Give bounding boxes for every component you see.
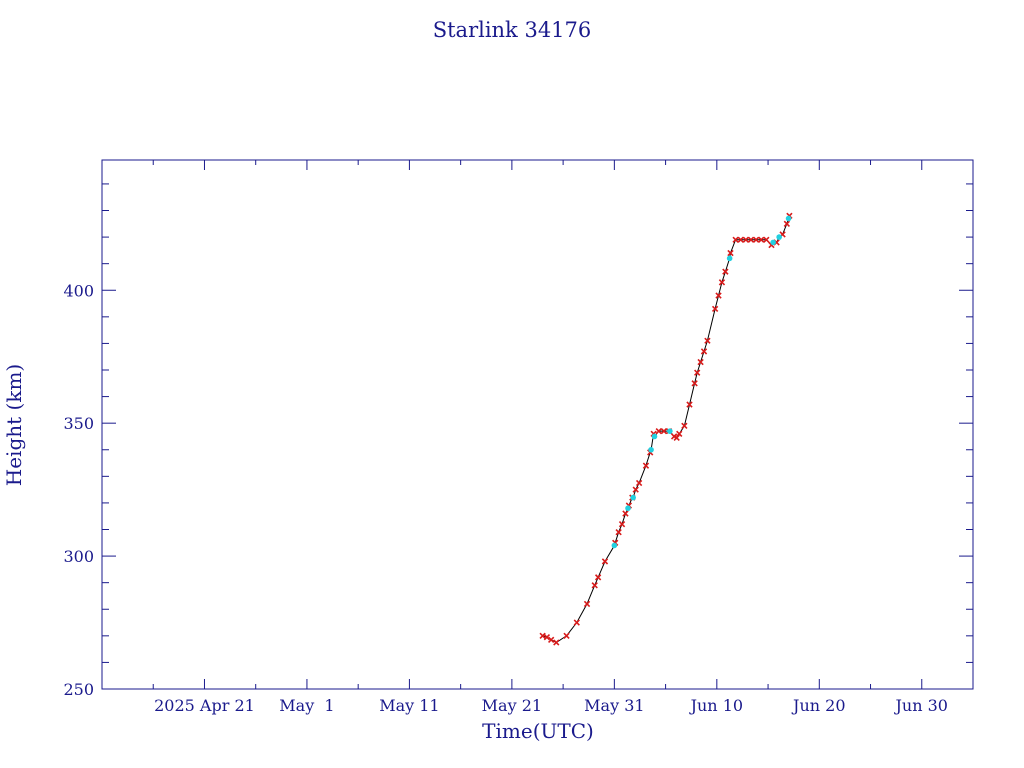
x-tick-label: May 1 [279,696,334,715]
data-point-dot [785,215,792,222]
data-point-x [691,380,698,387]
data-point-x [704,337,711,344]
data-point-x [642,462,650,469]
data-point-x [758,236,765,243]
data-point-x [727,249,734,257]
data-point-x [697,358,704,366]
data-point-x [676,430,683,437]
x-tick-label: Jun 10 [689,696,743,715]
data-point-dot [648,446,654,453]
y-tick-label: 300 [63,547,94,566]
x-tick-label: May 21 [482,696,542,715]
data-point-x [737,236,744,243]
data-point-x [553,639,560,646]
data-point-x [618,521,626,528]
data-point-dot [625,505,631,512]
data-point-x [615,528,622,536]
data-point-x [660,427,668,435]
plot-frame [101,159,974,690]
data-point-x [700,348,708,355]
y-tick-label: 350 [63,414,94,433]
data-point-x [752,236,760,243]
data-point-x [673,434,680,441]
data-point-x [763,236,770,243]
data-point-dot [651,433,658,440]
data-point-x [635,479,643,487]
y-tick-label: 250 [63,680,94,699]
data-point-x [563,632,570,639]
data-point-x [718,279,726,286]
data-point-x [715,292,722,299]
data-point-x [681,422,688,429]
x-tick-label: Jun 20 [791,696,845,715]
data-point-x [539,632,546,639]
y-axis: 250 300 350 400 [63,183,973,699]
data-point-dot [726,255,733,262]
data-point-x [694,369,701,376]
data-point-dot [667,428,673,434]
chart-title: Starlink 34176 [433,18,592,42]
x-tick-label: May 31 [584,696,644,715]
data-point-x [622,510,629,517]
data-point-x [543,633,551,641]
data-point-dot [611,542,618,549]
data-point-x [547,636,555,643]
data-point-x [783,220,791,227]
data-point-x [594,574,602,581]
data-point-x [742,236,750,243]
data-point-x [601,558,609,565]
y-axis-label: Height (km) [2,364,26,486]
data-point-x [711,305,719,313]
data-point-x [632,486,639,493]
data-point-dot [770,239,776,246]
data-point-x [732,236,739,243]
data-point-x [573,619,580,626]
data-point-dot [630,494,636,501]
data-point-x [591,582,598,589]
data-point-x [722,268,729,275]
x-axis: 2025 Apr 21 May 1 May 11 May 21 May 31 Jun 10… [152,160,974,715]
data-point-x [686,401,693,408]
y-tick-label: 400 [63,281,94,300]
data-point-x [583,600,591,608]
x-tick-label: Jun 30 [894,696,948,715]
x-axis-label: Time(UTC) [482,719,594,743]
x-tick-label: 2025 Apr 21 [154,696,255,715]
plot-area [539,212,793,646]
data-point-x [747,236,755,243]
data-point-x [655,427,662,435]
x-tick-label: May 11 [379,696,439,715]
data-point-dot [776,234,782,240]
